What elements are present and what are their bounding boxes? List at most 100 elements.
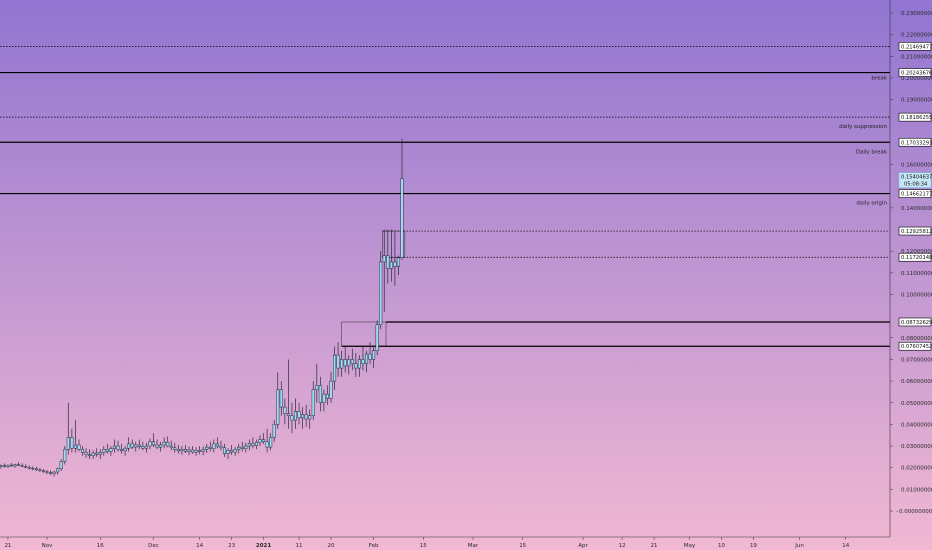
x-tick-label: 15 [519, 543, 526, 549]
level-note: daily origin [856, 201, 887, 207]
candle-body [173, 447, 177, 450]
candle-body [159, 444, 163, 448]
candle-body [102, 449, 106, 453]
y-tick-label: 0.19000000 [901, 98, 932, 104]
candle-body [389, 261, 393, 269]
candle-body [120, 449, 124, 452]
candle-body [84, 452, 88, 455]
candle-body [6, 464, 10, 467]
candle-body [59, 460, 63, 470]
candle-body [279, 389, 283, 408]
candle-body [13, 464, 17, 467]
countdown-label: 05:08:34 [904, 182, 928, 188]
level-price-label: 0.12925812 [901, 229, 932, 235]
candle-body [9, 464, 14, 467]
x-tick-label: 14 [196, 543, 203, 549]
y-tick-label: 0.14000000 [901, 206, 932, 212]
y-tick-label: 0.12000000 [901, 249, 932, 255]
y-tick-label: 0.21000000 [901, 54, 932, 60]
candle-body [368, 353, 372, 360]
candle-body [244, 445, 248, 449]
candle-body [286, 413, 290, 416]
y-tick-label: 0.00000000 [899, 509, 932, 515]
current-price-box [898, 172, 932, 188]
y-tick-label: 0.20000000 [901, 76, 932, 82]
level-price-box [898, 252, 932, 262]
x-tick-label: Mar [468, 543, 479, 549]
level-price-box [898, 317, 932, 327]
y-tick-sign: - [896, 509, 898, 515]
candle-body [123, 447, 127, 452]
x-tick-label: 14 [842, 543, 849, 549]
candle-body [258, 439, 262, 443]
candle-body [141, 446, 145, 449]
candle-body [276, 389, 280, 425]
candle-body [52, 471, 56, 474]
y-tick-label: 0.07000000 [901, 357, 932, 363]
level-price-label: 0.20243676 [901, 71, 932, 77]
candle-body [333, 354, 337, 382]
candle-body [63, 449, 67, 462]
candle-body [262, 439, 266, 442]
candle-body [230, 450, 234, 453]
candle-body [144, 445, 148, 449]
level-price-label: 0.07607452 [901, 344, 932, 350]
candle-body [134, 444, 138, 448]
candle-body [77, 444, 81, 450]
candle-body [194, 450, 198, 453]
candle-body [208, 446, 212, 449]
y-axis-ticks[interactable]: 0.00000000- 0.01000000 0.02000000 0.0300000… [890, 11, 932, 515]
candle-body [237, 446, 241, 450]
candle-body [148, 441, 152, 447]
candle-body [137, 444, 141, 447]
level-note: Daily break [856, 149, 888, 155]
candle-body [2, 465, 6, 467]
level-price-labels: 0.21469477 0.20243676 0.18186255 0.17033293… [898, 42, 932, 351]
candle-body [219, 445, 223, 449]
candle-body [155, 444, 159, 448]
candle-body [329, 380, 333, 399]
candle-body [98, 452, 102, 455]
candle-body [38, 469, 42, 471]
candle-body [95, 452, 99, 455]
candle-body [251, 443, 255, 446]
level-price-label: 0.18186255 [901, 115, 932, 121]
horizontal-levels: break daily suppression Daily break daily o… [0, 45, 890, 347]
candle-body [180, 449, 184, 452]
candle-body [386, 255, 390, 269]
candle-body [265, 441, 269, 448]
candle-body [301, 414, 305, 419]
y-tick-label: 0.01000000 [901, 487, 932, 493]
candle-body [112, 445, 116, 449]
zone-box-upper [382, 230, 406, 258]
x-tick-label: 2021 [256, 543, 271, 549]
candle-body [382, 255, 386, 263]
candle-body [222, 447, 227, 454]
level-price-label: 0.11720148 [901, 255, 932, 261]
candle-body [311, 389, 315, 416]
candle-body [70, 437, 74, 449]
candle-body [347, 359, 351, 367]
candle-body [322, 393, 326, 403]
candle-body [116, 445, 120, 450]
level-price-box [898, 341, 932, 351]
candle-body [198, 450, 202, 452]
y-tick-label: 0.23000000 [901, 11, 932, 17]
candle-body [340, 359, 344, 369]
candle-body [169, 445, 173, 449]
candle-body [80, 449, 85, 453]
candle-body [293, 411, 298, 421]
candle-body [357, 359, 361, 369]
candle-body [191, 449, 195, 453]
candle-body [56, 468, 60, 473]
candle-body [91, 452, 95, 457]
x-tick-label: Feb [369, 543, 379, 549]
candle-body [325, 393, 329, 399]
candle-body [109, 448, 113, 452]
y-tick-label: 0.05000000 [901, 401, 932, 407]
candle-body [379, 261, 383, 326]
y-tick-label: 0.04000000 [901, 422, 932, 428]
x-axis-ticks[interactable]: 21 Nov 16 Dec 14 23 2021 11 20 Feb 15 Mar 15 Apr 12 21 M… [4, 537, 850, 549]
